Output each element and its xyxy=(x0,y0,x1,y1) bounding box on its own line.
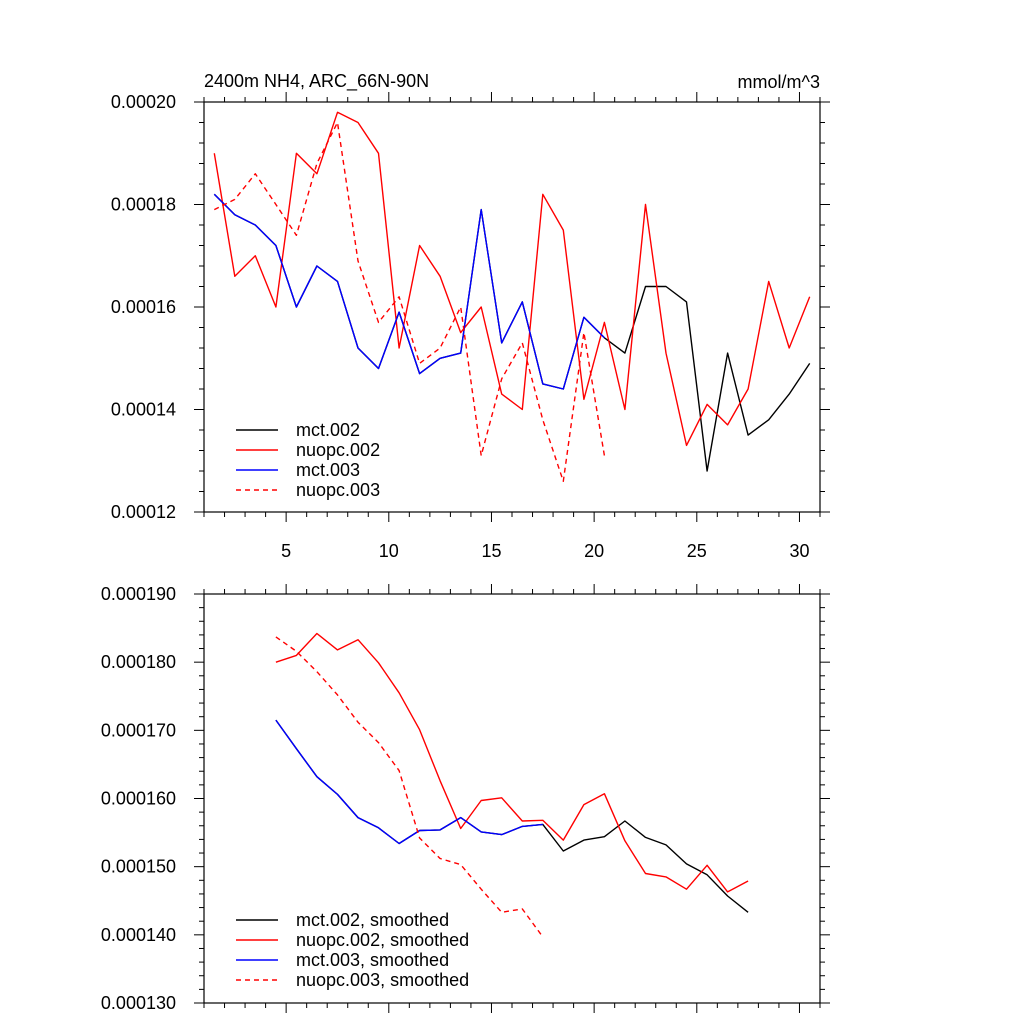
y-tick-label: 0.000180 xyxy=(101,652,176,672)
x-tick-label: 20 xyxy=(584,541,604,561)
x-tick-label: 15 xyxy=(481,541,501,561)
x-tick-label: 10 xyxy=(379,541,399,561)
legend-label: nuopc.002, smoothed xyxy=(296,930,469,950)
y-tick-label: 0.00014 xyxy=(111,400,176,420)
units-label: mmol/m^3 xyxy=(738,72,820,92)
series-line-mct-003-smoothed xyxy=(275,719,543,845)
top-chart-panel: 2400m NH4, ARC_66N-90N mmol/m^3 5 10 15 20 2… xyxy=(111,71,830,561)
y-tick-label: 0.00018 xyxy=(111,195,176,215)
y-tick-label: 0.00012 xyxy=(111,502,176,522)
y-tick-label: 0.00020 xyxy=(111,92,176,112)
legend-label: mct.003, smoothed xyxy=(296,950,449,970)
legend-label: nuopc.003, smoothed xyxy=(296,970,469,990)
bottom-chart-panel: 0.000130 0.000140 0.000150 0.000160 0.000170… xyxy=(101,584,830,1013)
chart-title: 2400m NH4, ARC_66N-90N xyxy=(204,71,429,92)
y-tick-label: 0.00016 xyxy=(111,297,176,317)
y-tick-label: 0.000130 xyxy=(101,993,176,1013)
y-tick-label: 0.000170 xyxy=(101,720,176,740)
series-line-nuopc-003-smoothed xyxy=(275,636,544,938)
x-tick-label: 25 xyxy=(687,541,707,561)
y-tick-label: 0.000190 xyxy=(101,584,176,604)
legend-label: nuopc.003 xyxy=(296,480,380,500)
x-tick-label: 5 xyxy=(281,541,291,561)
legend-label: mct.002, smoothed xyxy=(296,910,449,930)
series-line-nuopc-003 xyxy=(213,121,606,482)
legend-label: nuopc.002 xyxy=(296,440,380,460)
legend-label: mct.003 xyxy=(296,460,360,480)
legend-label: mct.002 xyxy=(296,420,360,440)
series-line-nuopc-002-smoothed xyxy=(275,632,749,893)
y-tick-label: 0.000160 xyxy=(101,789,176,809)
y-tick-label: 0.000150 xyxy=(101,857,176,877)
y-tick-label: 0.000140 xyxy=(101,925,176,945)
series-line-nuopc-002 xyxy=(213,111,811,447)
series-line-mct-003 xyxy=(213,193,605,390)
x-tick-label: 30 xyxy=(789,541,809,561)
